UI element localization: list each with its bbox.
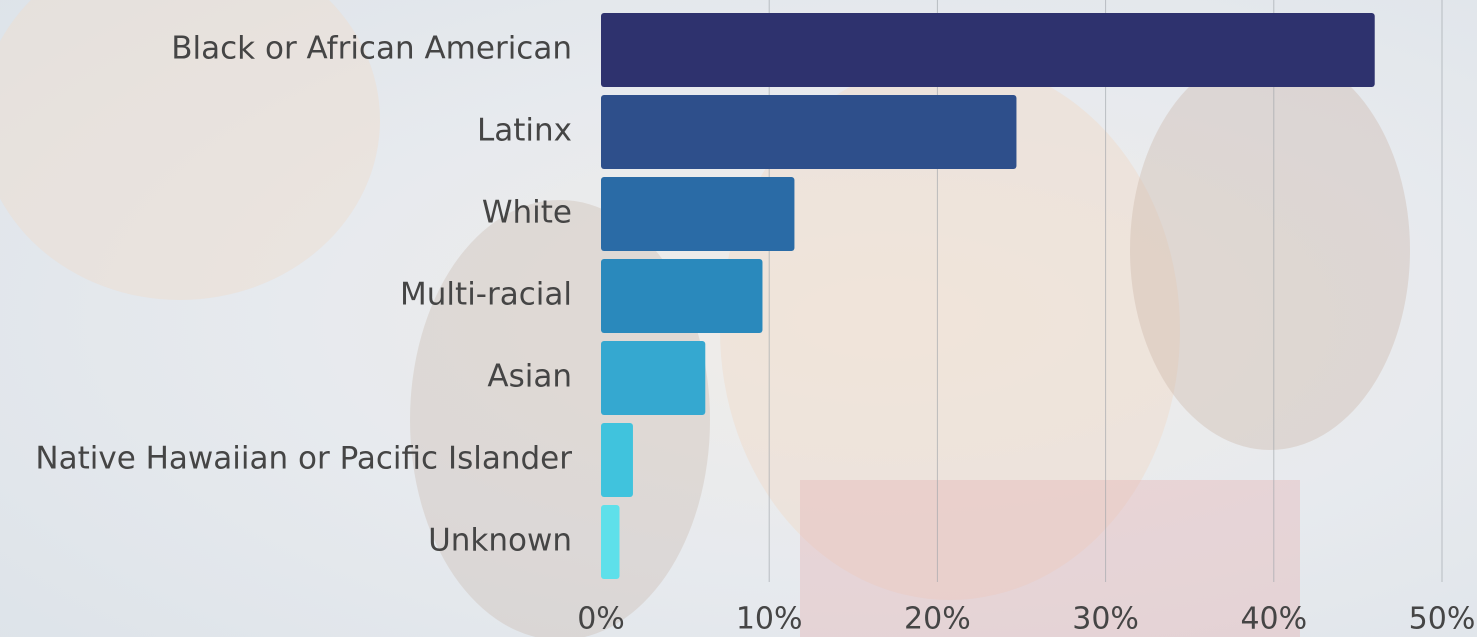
y-tick-label: White	[482, 195, 572, 231]
y-tick-label: Unknown	[428, 523, 572, 559]
x-tick-label: 20%	[904, 602, 971, 637]
bar	[601, 259, 762, 333]
bar	[601, 341, 705, 415]
bar	[601, 423, 633, 497]
bar	[601, 177, 794, 251]
y-tick-label: Black or African American	[171, 31, 572, 67]
bar	[601, 505, 620, 579]
bar	[601, 13, 1375, 87]
photo-shape	[800, 480, 1300, 637]
x-tick-label: 40%	[1240, 602, 1307, 637]
y-tick-label: Multi-racial	[400, 277, 572, 313]
x-tick-label: 0%	[577, 602, 625, 637]
x-tick-label: 10%	[736, 602, 803, 637]
y-tick-label: Native Hawaiian or Pacific Islander	[35, 441, 572, 477]
y-tick-label: Latinx	[477, 113, 572, 149]
x-tick-label: 50%	[1409, 602, 1476, 637]
y-tick-label: Asian	[487, 359, 572, 395]
x-tick-label: 30%	[1072, 602, 1139, 637]
photo-shape	[1130, 50, 1410, 450]
bar	[601, 95, 1016, 169]
chart: 0% 10% 20% 30% 40% 50% Black or African Americ…	[0, 0, 1477, 637]
